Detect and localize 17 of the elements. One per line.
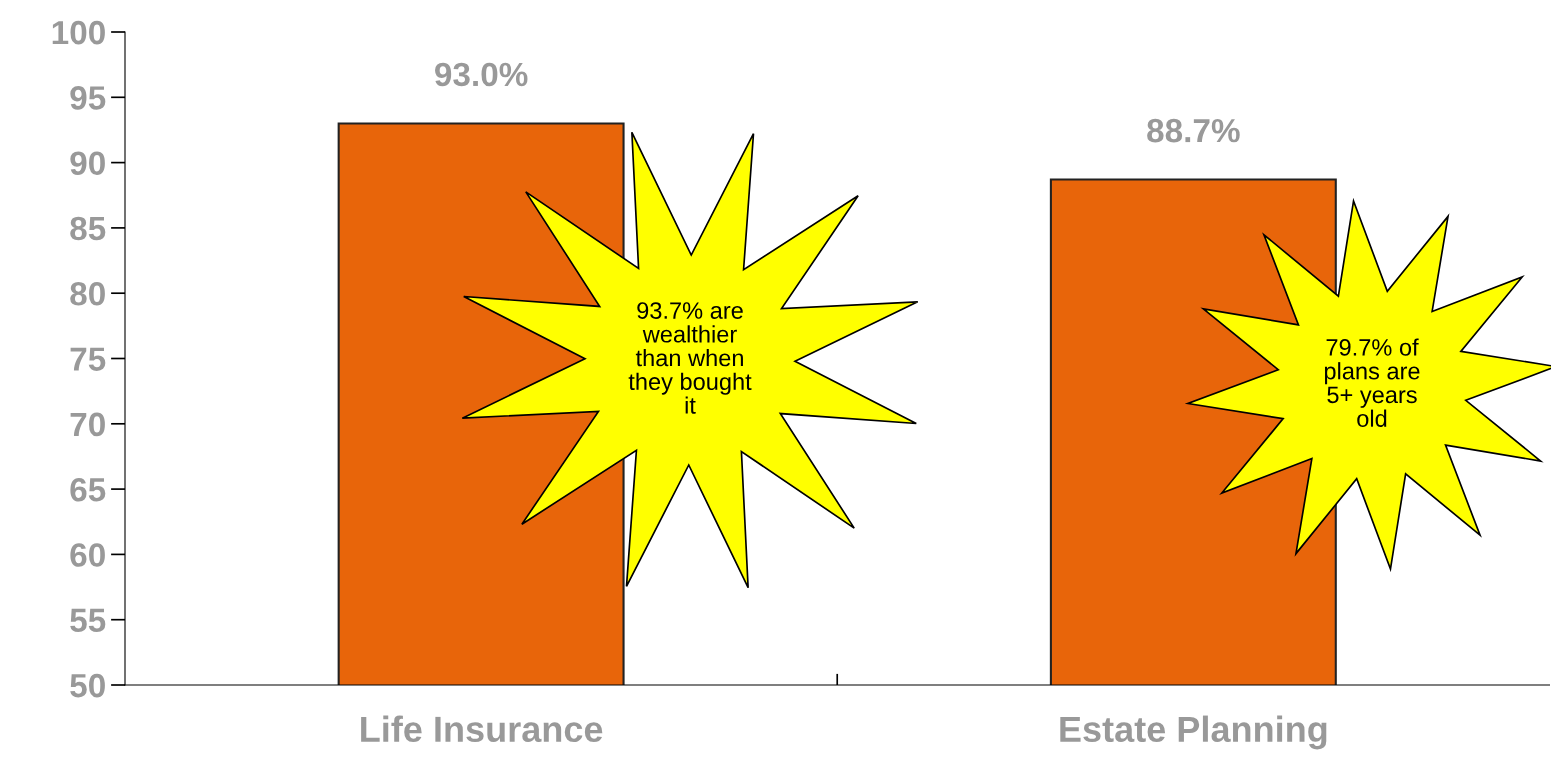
y-tick-label: 100 xyxy=(52,20,105,45)
x-tick-label: Life Insurance xyxy=(361,715,603,743)
y-tick-label: 85 xyxy=(70,216,106,241)
x-tick-label: Estate Planning xyxy=(1060,715,1327,750)
y-tick-label: 60 xyxy=(70,543,105,567)
y-tick-label: 65 xyxy=(70,477,106,502)
y-tick-label: 55 xyxy=(70,608,106,633)
annotation: 93.7% are wealthier than when they bought it xyxy=(628,302,752,414)
y-tick-label: 50 xyxy=(70,673,105,698)
y-tick-label: 80 xyxy=(70,282,105,306)
y-tick-label: 95 xyxy=(70,86,106,110)
data-label: 88.7% xyxy=(1147,118,1240,143)
annotation: 79.7% of plans are 5+ years old xyxy=(1324,338,1420,427)
y-tick-label: 75 xyxy=(70,347,106,371)
y-tick-label: 90 xyxy=(70,151,105,176)
data-label: 93.0% xyxy=(435,62,528,87)
y-tick-label: 70 xyxy=(70,412,105,437)
